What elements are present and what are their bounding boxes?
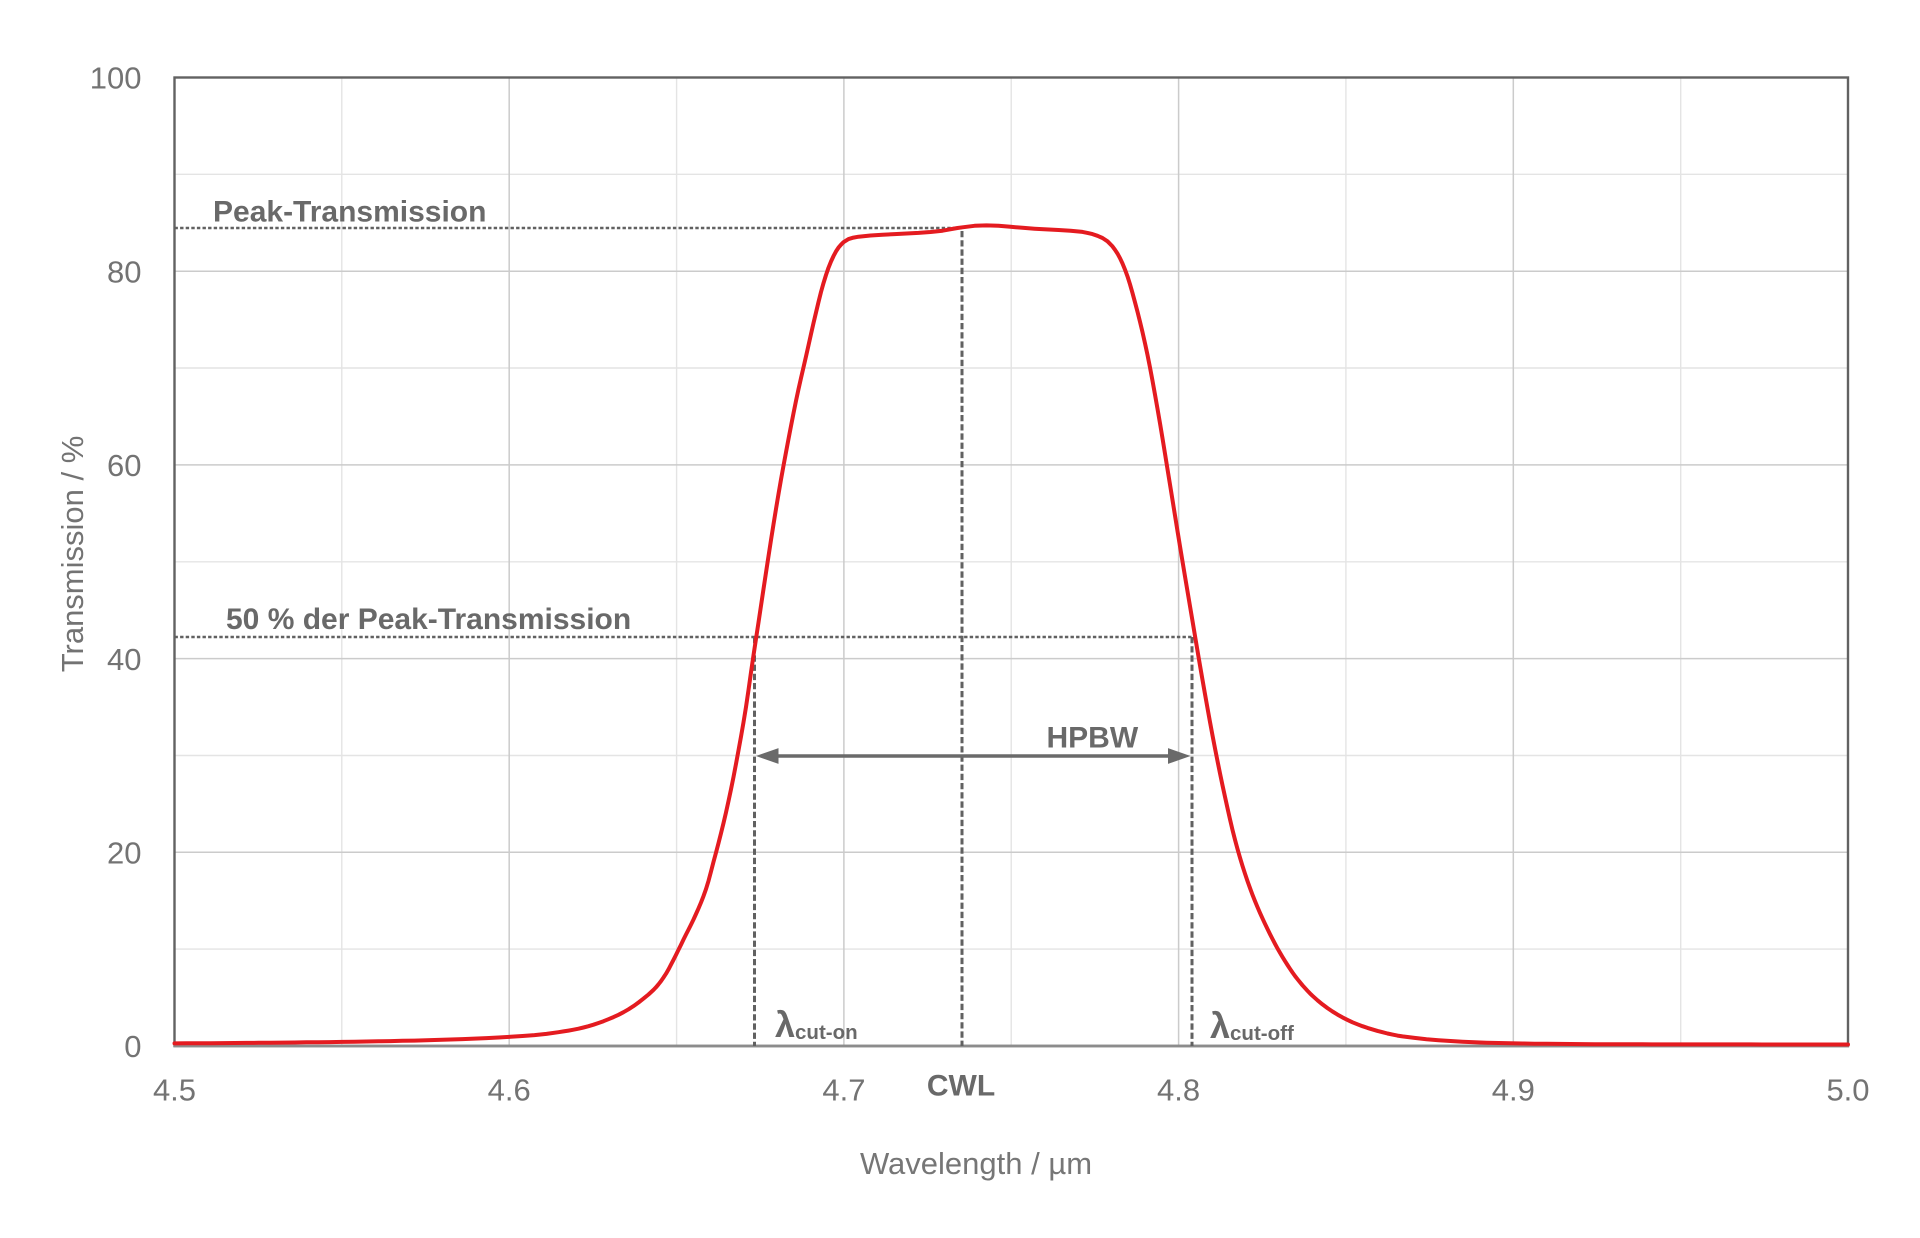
- svg-text:50 % der Peak-Transmission: 50 % der Peak-Transmission: [226, 603, 631, 636]
- svg-text:4.8: 4.8: [1157, 1073, 1200, 1108]
- svg-text:HPBW: HPBW: [1047, 722, 1139, 755]
- svg-text:20: 20: [107, 836, 141, 871]
- svg-text:0: 0: [124, 1029, 141, 1064]
- svg-text:Transmission / %: Transmission / %: [55, 436, 90, 673]
- svg-text:5.0: 5.0: [1826, 1073, 1869, 1108]
- svg-text:4.9: 4.9: [1492, 1073, 1535, 1108]
- svg-text:80: 80: [107, 254, 141, 289]
- svg-text:Peak-Transmission: Peak-Transmission: [213, 196, 486, 229]
- svg-text:4.7: 4.7: [822, 1073, 865, 1108]
- svg-text:60: 60: [107, 448, 141, 483]
- svg-text:CWL: CWL: [927, 1070, 995, 1103]
- svg-text:100: 100: [90, 61, 142, 96]
- svg-text:4.6: 4.6: [488, 1073, 531, 1108]
- svg-text:40: 40: [107, 642, 141, 677]
- svg-text:Wavelength / µm: Wavelength / µm: [860, 1146, 1092, 1181]
- svg-text:4.5: 4.5: [153, 1073, 196, 1108]
